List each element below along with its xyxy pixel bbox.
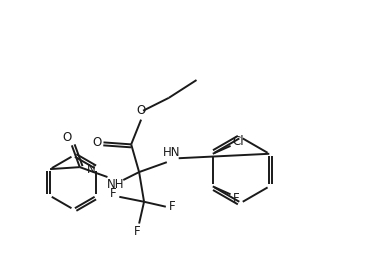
Text: O: O [62, 131, 72, 144]
Text: F: F [233, 192, 240, 205]
Text: NH: NH [106, 178, 124, 191]
Text: O: O [137, 104, 146, 117]
Text: Cl: Cl [233, 135, 244, 148]
Text: N: N [87, 163, 96, 176]
Text: F: F [168, 200, 175, 213]
Text: O: O [92, 136, 101, 149]
Text: F: F [110, 187, 117, 200]
Text: F: F [134, 225, 141, 238]
Text: HN: HN [163, 146, 181, 159]
